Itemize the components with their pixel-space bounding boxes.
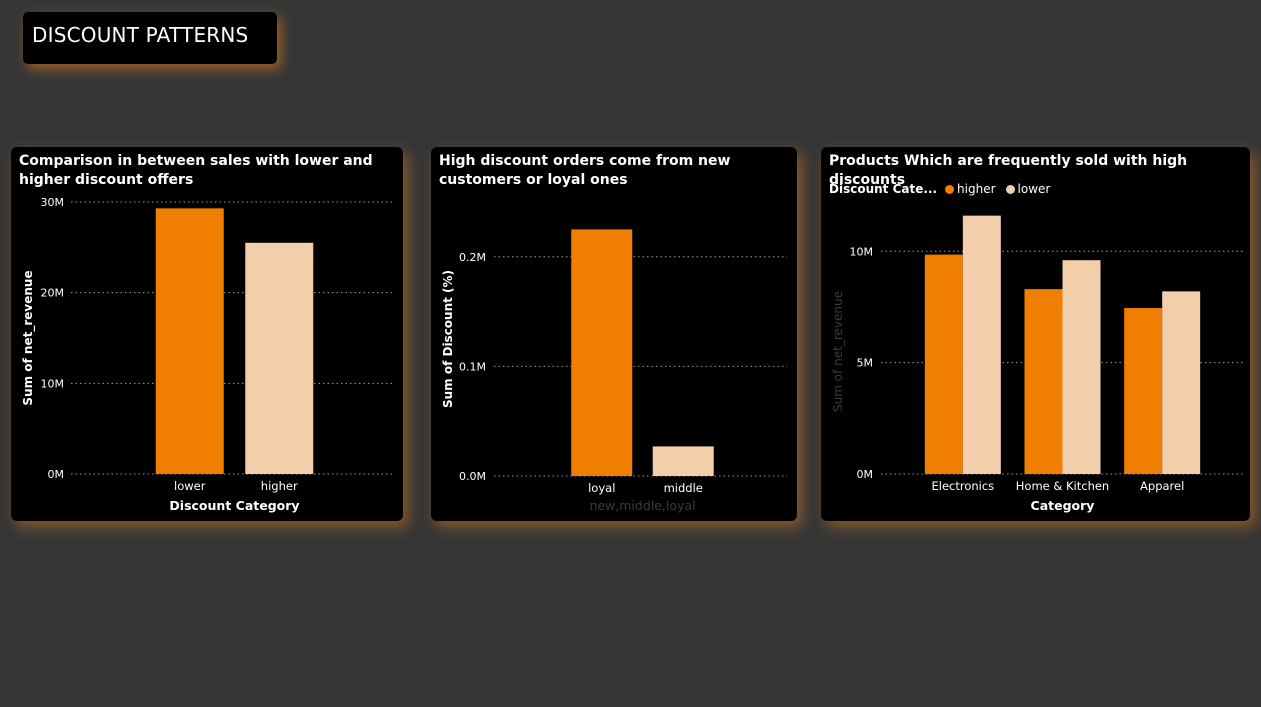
- x-tick-label: Electronics: [931, 479, 994, 493]
- x-axis-title: new,middle,loyal: [589, 498, 695, 513]
- y-tick-label: 10M: [41, 377, 65, 390]
- bar-lower-apparel: [1162, 291, 1201, 474]
- legend-item-higher[interactable]: higher: [945, 182, 996, 196]
- legend-swatch-lower: [1005, 184, 1015, 194]
- bar-higher-home-kitchen: [1024, 289, 1063, 474]
- y-axis-title: Sum of Discount (%): [441, 270, 455, 408]
- chart-card-sales-by-discount[interactable]: Comparison in between sales with lower a…: [11, 147, 403, 521]
- bar-lower: [155, 208, 224, 474]
- x-tick-label: lower: [174, 479, 206, 493]
- bar-higher-apparel: [1124, 308, 1163, 474]
- bar-loyal: [571, 229, 633, 476]
- chart-title: High discount orders come from new custo…: [439, 153, 731, 188]
- chart-sales-by-discount: 0M 10M 20M 30M lower higher Discount Category S…: [21, 196, 393, 513]
- y-tick-label: 20M: [41, 287, 65, 300]
- chart-card-products-high-discount[interactable]: Products Which are frequently sold with …: [821, 147, 1250, 521]
- x-axis-title: Category: [1031, 498, 1095, 513]
- bar-higher-electronics: [924, 254, 963, 474]
- y-tick-label: 5M: [857, 357, 874, 370]
- chart-discount-by-customer: 0.0M 0.1M 0.2M loyal middle new,middle,loyal S…: [441, 229, 787, 513]
- chart-legend: Discount Cate... higher lower: [829, 182, 1056, 196]
- y-tick-label: 0.2M: [459, 251, 486, 264]
- bar-middle: [652, 446, 714, 476]
- y-tick-label: 30M: [41, 196, 65, 209]
- page-title: DISCOUNT PATTERNS: [32, 23, 249, 47]
- x-tick-label: loyal: [588, 481, 615, 495]
- y-tick-label: 0M: [857, 468, 874, 481]
- legend-label: lower: [1017, 182, 1051, 196]
- x-tick-label: Apparel: [1140, 479, 1184, 493]
- page-title-box: DISCOUNT PATTERNS: [23, 12, 277, 64]
- y-tick-label: 0.1M: [459, 360, 486, 373]
- y-axis-title: Sum of net_revenue: [21, 270, 36, 405]
- y-tick-label: 10M: [850, 245, 874, 258]
- x-tick-label: middle: [664, 481, 703, 495]
- chart-card-discount-by-customer[interactable]: High discount orders come from new custo…: [431, 147, 797, 521]
- chart-products-high-discount: 0M 5M 10M Electronics Home & Kitchen Apparel C…: [831, 215, 1243, 513]
- y-axis-title: Sum of net_revenue: [831, 291, 845, 412]
- x-tick-label: higher: [261, 479, 298, 493]
- chart-title: Comparison in between sales with lower a…: [19, 153, 373, 188]
- x-tick-label: Home & Kitchen: [1016, 479, 1109, 493]
- y-tick-label: 0M: [48, 468, 65, 481]
- bar-higher: [245, 242, 314, 474]
- bar-lower-home-kitchen: [1062, 260, 1101, 474]
- legend-swatch-higher: [945, 184, 955, 194]
- x-axis-title: Discount Category: [169, 498, 299, 513]
- legend-item-lower[interactable]: lower: [1005, 182, 1051, 196]
- legend-label: higher: [957, 182, 996, 196]
- chart-title: Products Which are frequently sold with …: [829, 153, 1188, 188]
- bar-lower-electronics: [962, 215, 1001, 474]
- y-tick-label: 0.0M: [459, 470, 486, 483]
- legend-title: Discount Cate...: [829, 182, 938, 196]
